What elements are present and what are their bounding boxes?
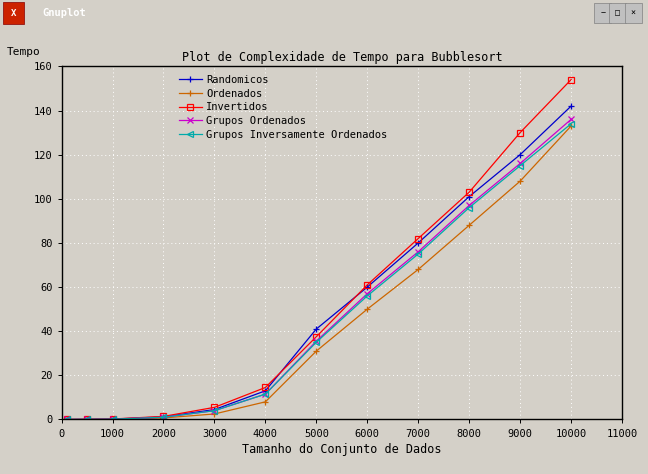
Text: Gnuplot: Gnuplot [42, 8, 86, 18]
Line: Ordenados: Ordenados [64, 122, 575, 423]
Grupos Ordenados [465, 202, 473, 208]
Ordenados [159, 415, 167, 421]
Grupos Inversamente Ordenados [159, 414, 167, 420]
Randomicos [516, 152, 524, 157]
Text: X: X [11, 9, 16, 18]
Grupos Ordenados [567, 117, 575, 122]
Invertidos [465, 189, 473, 195]
Invertidos [83, 417, 91, 422]
Text: □: □ [615, 9, 620, 18]
FancyBboxPatch shape [625, 3, 642, 24]
Line: Grupos Inversamente Ordenados: Grupos Inversamente Ordenados [64, 121, 574, 422]
Grupos Inversamente Ordenados [414, 251, 422, 257]
Invertidos [211, 404, 218, 410]
Ordenados [63, 417, 71, 422]
Grupos Inversamente Ordenados [211, 408, 218, 413]
Grupos Inversamente Ordenados [465, 205, 473, 210]
Text: ×: × [631, 9, 636, 18]
Ordenados [414, 266, 422, 272]
Grupos Ordenados [109, 416, 117, 422]
Invertidos [63, 417, 71, 422]
Line: Grupos Ordenados: Grupos Ordenados [64, 116, 575, 423]
Ordenados [567, 123, 575, 129]
Randomicos [364, 284, 371, 290]
Grupos Inversamente Ordenados [516, 163, 524, 169]
FancyBboxPatch shape [3, 2, 24, 24]
Line: Randomicos: Randomicos [64, 102, 575, 423]
Invertidos [159, 413, 167, 419]
Grupos Ordenados [63, 417, 71, 422]
FancyBboxPatch shape [594, 3, 611, 24]
Grupos Ordenados [312, 338, 320, 344]
Randomicos [109, 416, 117, 422]
Ordenados [211, 411, 218, 417]
Invertidos [364, 282, 371, 288]
Ordenados [465, 222, 473, 228]
Grupos Inversamente Ordenados [364, 293, 371, 299]
Grupos Inversamente Ordenados [83, 417, 91, 422]
Grupos Inversamente Ordenados [567, 121, 575, 127]
Invertidos [567, 77, 575, 82]
Invertidos [414, 236, 422, 241]
Ordenados [516, 178, 524, 184]
Randomicos [262, 388, 270, 393]
Invertidos [312, 334, 320, 339]
Grupos Inversamente Ordenados [262, 391, 270, 397]
FancyBboxPatch shape [609, 3, 626, 24]
Grupos Inversamente Ordenados [312, 339, 320, 345]
Ordenados [83, 417, 91, 422]
Title: Plot de Complexidade de Tempo para Bubblesort: Plot de Complexidade de Tempo para Bubbl… [181, 51, 502, 64]
Ordenados [109, 417, 117, 422]
Text: Tempo: Tempo [6, 47, 40, 57]
Randomicos [211, 407, 218, 412]
Text: −: − [600, 9, 605, 18]
Grupos Ordenados [159, 414, 167, 420]
Ordenados [312, 348, 320, 354]
Grupos Ordenados [516, 161, 524, 166]
Ordenados [262, 399, 270, 405]
Randomicos [414, 240, 422, 246]
Randomicos [159, 414, 167, 419]
X-axis label: Tamanho do Conjunto de Dados: Tamanho do Conjunto de Dados [242, 443, 441, 456]
Legend: Randomicos, Ordenados, Invertidos, Grupos Ordenados, Grupos Inversamente Ordenad: Randomicos, Ordenados, Invertidos, Grupo… [179, 75, 388, 140]
Grupos Ordenados [414, 249, 422, 255]
Invertidos [109, 416, 117, 422]
Invertidos [262, 384, 270, 390]
Invertidos [516, 130, 524, 136]
Grupos Inversamente Ordenados [63, 417, 71, 422]
Line: Invertidos: Invertidos [64, 77, 574, 422]
Randomicos [567, 103, 575, 109]
Grupos Ordenados [262, 391, 270, 397]
Randomicos [465, 194, 473, 200]
Randomicos [312, 326, 320, 332]
Ordenados [364, 306, 371, 312]
Randomicos [63, 417, 71, 422]
Grupos Ordenados [364, 291, 371, 297]
Grupos Inversamente Ordenados [109, 416, 117, 422]
Grupos Ordenados [211, 408, 218, 413]
Grupos Ordenados [83, 417, 91, 422]
Randomicos [83, 417, 91, 422]
